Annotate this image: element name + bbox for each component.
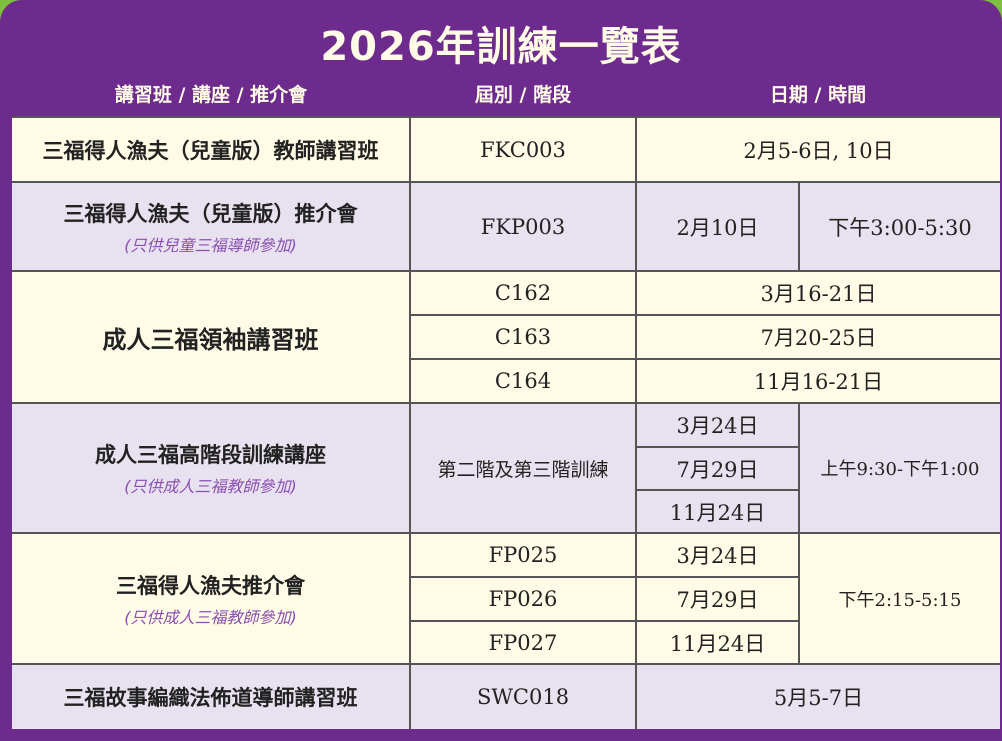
course-date: 11月24日	[636, 489, 799, 534]
course-name: 三福故事編織法佈道導師講習班	[12, 663, 411, 729]
course-date: 3月16-21日	[634, 270, 1001, 316]
course-date: 7月29日	[635, 576, 799, 622]
course-code: C163	[410, 314, 637, 360]
course-code: FKC003	[409, 116, 637, 183]
course-code: FP025	[409, 532, 637, 578]
course-date: 11月16-21日	[634, 358, 1001, 404]
course-code: FP027	[410, 620, 637, 665]
course-code: FKP003	[409, 181, 637, 272]
course-note: (只供成人三福教師參加)	[124, 607, 297, 627]
page-title: 2026年訓練一覽表	[320, 24, 682, 70]
course-code: C164	[410, 358, 637, 404]
course-name: 成人三福領袖講習班	[12, 270, 411, 404]
header-datetime: 日期 / 時間	[769, 84, 867, 106]
course-note: (只供兒童三福導師參加)	[124, 235, 297, 255]
course-date: 3月24日	[635, 402, 800, 448]
header-code: 屆別 / 階段	[474, 84, 572, 106]
course-name-cell: 三福得人漁夫（兒童版）推介會 (只供兒童三福導師參加)	[12, 181, 411, 272]
table-row: 三福得人漁夫推介會 (只供成人三福教師參加) FP025 3月24日 下午2:15…	[12, 532, 1001, 665]
course-name: 成人三福高階段訓練講座	[95, 443, 326, 467]
table-row: 成人三福高階段訓練講座 (只供成人三福教師參加) 第二階及第三階訓練 3月24日 …	[12, 402, 1001, 534]
course-name: 三福得人漁夫推介會	[116, 573, 305, 598]
course-name: 三福得人漁夫（兒童版）教師講習班	[12, 116, 411, 183]
course-date: 11月24日	[635, 620, 799, 665]
course-time: 上午9:30-下午1:00	[797, 402, 1001, 534]
course-date: 3月24日	[635, 532, 800, 578]
table-row: 三福故事編織法佈道導師講習班 SWC018 5月5-7日	[12, 663, 1001, 729]
table-row: 成人三福領袖講習班 C162 3月16-21日	[12, 270, 1001, 404]
course-date: 2月10日	[635, 181, 800, 272]
course-time: 下午3:00-5:30	[797, 181, 1001, 272]
schedule-table: 三福得人漁夫（兒童版）教師講習班 FKC003 2月5-6日, 10日 三福得人…	[12, 116, 1001, 729]
course-name: 三福得人漁夫（兒童版）推介會	[63, 201, 358, 226]
course-name-cell: 成人三福高階段訓練講座 (只供成人三福教師參加)	[12, 402, 411, 534]
course-name-cell: 三福得人漁夫推介會 (只供成人三福教師參加)	[12, 532, 411, 665]
course-date: 2月5-6日, 10日	[634, 116, 1001, 183]
table-row: 三福得人漁夫（兒童版）推介會 (只供兒童三福導師參加) FKP003 2月10日 …	[12, 181, 1001, 272]
course-code: SWC018	[409, 663, 637, 729]
course-note: (只供成人三福教師參加)	[124, 477, 297, 496]
course-code: FP026	[410, 576, 637, 622]
course-date: 7月29日	[636, 446, 799, 491]
course-time: 下午2:15-5:15	[797, 532, 1001, 665]
course-date: 7月20-25日	[634, 314, 1001, 360]
course-date: 5月5-7日	[634, 663, 1001, 729]
course-code: C162	[409, 270, 637, 316]
table-row: 三福得人漁夫（兒童版）教師講習班 FKC003 2月5-6日, 10日	[12, 116, 1001, 183]
header-course: 講習班 / 講座 / 推介會	[114, 84, 308, 106]
course-code: 第二階及第三階訓練	[409, 402, 637, 534]
